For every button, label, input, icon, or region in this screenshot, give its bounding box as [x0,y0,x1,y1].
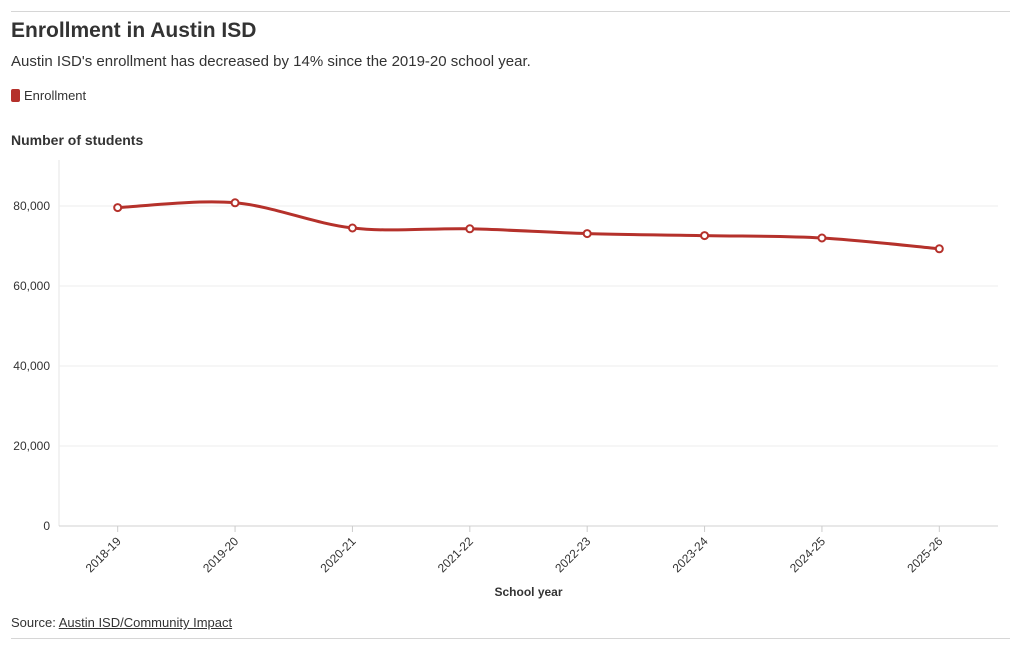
data-point [347,223,357,233]
x-tick-label: 2021-22 [435,534,476,575]
y-tick-label: 60,000 [13,279,50,293]
data-point [934,244,944,254]
x-tick-label: 2023-24 [670,534,711,575]
y-tick-label: 40,000 [13,359,50,373]
bottom-rule [11,638,1010,639]
data-point [582,229,592,239]
legend-swatch [11,89,20,102]
data-point [817,233,827,243]
x-tick-label: 2019-20 [200,534,241,575]
x-axis-title: School year [494,585,562,599]
top-rule [11,11,1010,12]
x-tick-label: 2022-23 [552,534,593,575]
chart-subtitle: Austin ISD's enrollment has decreased by… [11,53,531,70]
y-axis-title: Number of students [11,132,144,148]
data-point [113,203,123,213]
source-link[interactable]: Austin ISD/Community Impact [58,615,233,630]
data-point [700,231,710,241]
series-line [117,200,940,251]
chart-title: Enrollment in Austin ISD [11,19,257,42]
data-point [230,198,240,208]
legend: Enrollment [11,88,86,103]
legend-label: Enrollment [24,88,87,103]
x-tick-label: 2025-26 [904,534,945,575]
source-note: Source: Austin ISD/Community Impact [11,615,232,630]
x-tick-label: 2024-25 [787,534,828,575]
x-tick-label: 2018-19 [83,534,124,575]
data-point [465,224,475,234]
x-tick-label: 2020-21 [318,534,359,575]
y-tick-label: 20,000 [13,439,50,453]
y-tick-label: 0 [43,519,50,533]
source-label: Source: [11,615,59,630]
y-tick-label: 80,000 [13,199,50,213]
